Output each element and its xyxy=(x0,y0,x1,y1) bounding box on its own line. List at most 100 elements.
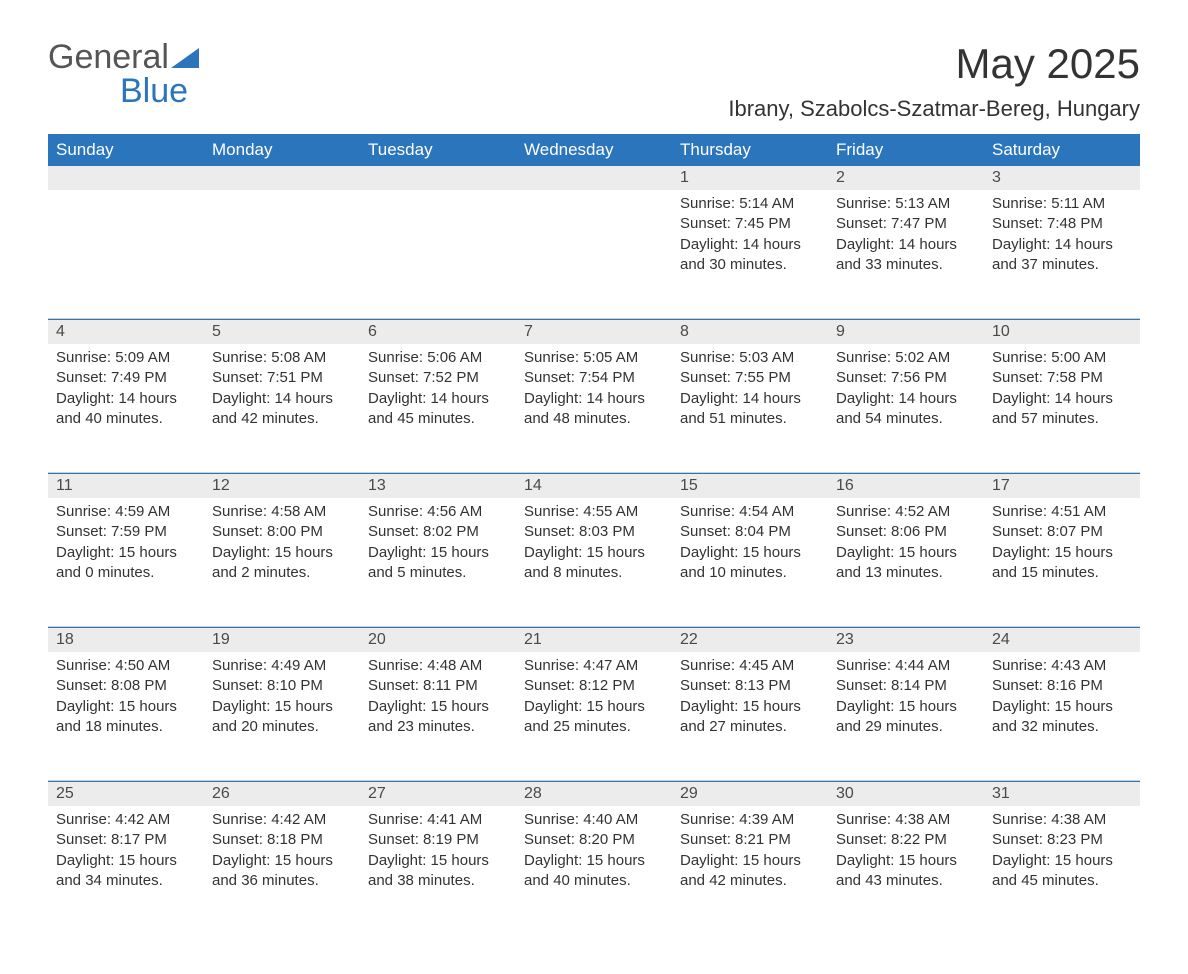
day-daylight1: Daylight: 14 hours xyxy=(680,235,820,255)
day-daylight1: Daylight: 14 hours xyxy=(212,389,352,409)
day-sunrise: Sunrise: 4:54 AM xyxy=(680,502,820,522)
day-content: Sunrise: 5:09 AMSunset: 7:49 PMDaylight:… xyxy=(48,344,204,439)
day-daylight2: and 51 minutes. xyxy=(680,409,820,429)
day-sunset: Sunset: 7:48 PM xyxy=(992,214,1132,234)
calendar-table: Sunday Monday Tuesday Wednesday Thursday… xyxy=(48,134,1140,934)
brand-part2: Blue xyxy=(120,72,188,110)
day-content-cell: Sunrise: 5:05 AMSunset: 7:54 PMDaylight:… xyxy=(516,344,672,473)
calendar-header-row: Sunday Monday Tuesday Wednesday Thursday… xyxy=(48,134,1140,166)
day-daylight2: and 48 minutes. xyxy=(524,409,664,429)
day-content-cell: Sunrise: 5:03 AMSunset: 7:55 PMDaylight:… xyxy=(672,344,828,473)
day-sunrise: Sunrise: 4:58 AM xyxy=(212,502,352,522)
day-sunset: Sunset: 7:49 PM xyxy=(56,368,196,388)
day-content-cell: Sunrise: 4:43 AMSunset: 8:16 PMDaylight:… xyxy=(984,652,1140,781)
day-content: Sunrise: 5:03 AMSunset: 7:55 PMDaylight:… xyxy=(672,344,828,439)
day-content xyxy=(516,190,672,204)
day-sunset: Sunset: 8:11 PM xyxy=(368,676,508,696)
day-sunset: Sunset: 8:08 PM xyxy=(56,676,196,696)
day-daylight1: Daylight: 14 hours xyxy=(524,389,664,409)
col-wednesday: Wednesday xyxy=(516,134,672,166)
day-content: Sunrise: 4:44 AMSunset: 8:14 PMDaylight:… xyxy=(828,652,984,747)
day-daylight1: Daylight: 14 hours xyxy=(368,389,508,409)
day-daylight1: Daylight: 14 hours xyxy=(56,389,196,409)
col-thursday: Thursday xyxy=(672,134,828,166)
day-number-cell: 3 xyxy=(984,166,1140,190)
day-number: 25 xyxy=(48,782,204,806)
day-sunset: Sunset: 8:12 PM xyxy=(524,676,664,696)
day-content: Sunrise: 4:45 AMSunset: 8:13 PMDaylight:… xyxy=(672,652,828,747)
day-daylight1: Daylight: 14 hours xyxy=(836,389,976,409)
day-daylight1: Daylight: 15 hours xyxy=(212,697,352,717)
day-sunrise: Sunrise: 4:38 AM xyxy=(992,810,1132,830)
day-number: 27 xyxy=(360,782,516,806)
day-content: Sunrise: 4:41 AMSunset: 8:19 PMDaylight:… xyxy=(360,806,516,901)
day-daylight1: Daylight: 14 hours xyxy=(992,389,1132,409)
day-number: 10 xyxy=(984,320,1140,344)
day-number-cell: 17 xyxy=(984,474,1140,499)
day-number: 22 xyxy=(672,628,828,652)
day-content: Sunrise: 4:48 AMSunset: 8:11 PMDaylight:… xyxy=(360,652,516,747)
day-sunset: Sunset: 8:13 PM xyxy=(680,676,820,696)
day-number: 3 xyxy=(984,166,1140,190)
brand-part1: General xyxy=(48,38,169,76)
day-number: 5 xyxy=(204,320,360,344)
day-sunrise: Sunrise: 4:44 AM xyxy=(836,656,976,676)
day-daylight2: and 25 minutes. xyxy=(524,717,664,737)
day-sunrise: Sunrise: 4:43 AM xyxy=(992,656,1132,676)
day-sunrise: Sunrise: 5:00 AM xyxy=(992,348,1132,368)
day-sunrise: Sunrise: 5:09 AM xyxy=(56,348,196,368)
day-number-cell: 16 xyxy=(828,474,984,499)
day-sunset: Sunset: 8:00 PM xyxy=(212,522,352,542)
day-daylight1: Daylight: 15 hours xyxy=(368,851,508,871)
day-sunset: Sunset: 7:51 PM xyxy=(212,368,352,388)
day-content-cell xyxy=(516,190,672,319)
day-content-cell: Sunrise: 4:39 AMSunset: 8:21 PMDaylight:… xyxy=(672,806,828,934)
day-daylight2: and 27 minutes. xyxy=(680,717,820,737)
day-sunrise: Sunrise: 4:42 AM xyxy=(56,810,196,830)
day-number: 4 xyxy=(48,320,204,344)
day-daylight2: and 29 minutes. xyxy=(836,717,976,737)
day-sunrise: Sunrise: 4:56 AM xyxy=(368,502,508,522)
day-content-cell: Sunrise: 4:44 AMSunset: 8:14 PMDaylight:… xyxy=(828,652,984,781)
day-daylight1: Daylight: 14 hours xyxy=(680,389,820,409)
day-daylight1: Daylight: 14 hours xyxy=(836,235,976,255)
day-number-cell: 23 xyxy=(828,628,984,653)
day-sunset: Sunset: 7:55 PM xyxy=(680,368,820,388)
day-daylight2: and 0 minutes. xyxy=(56,563,196,583)
day-number: 11 xyxy=(48,474,204,498)
day-number-cell: 29 xyxy=(672,782,828,807)
day-content: Sunrise: 4:49 AMSunset: 8:10 PMDaylight:… xyxy=(204,652,360,747)
day-daylight2: and 5 minutes. xyxy=(368,563,508,583)
day-daylight2: and 37 minutes. xyxy=(992,255,1132,275)
day-content-cell: Sunrise: 4:56 AMSunset: 8:02 PMDaylight:… xyxy=(360,498,516,627)
week-daynum-row: 11121314151617 xyxy=(48,474,1140,499)
day-content-cell: Sunrise: 4:45 AMSunset: 8:13 PMDaylight:… xyxy=(672,652,828,781)
day-sunrise: Sunrise: 5:11 AM xyxy=(992,194,1132,214)
day-content: Sunrise: 4:50 AMSunset: 8:08 PMDaylight:… xyxy=(48,652,204,747)
day-sunset: Sunset: 8:17 PM xyxy=(56,830,196,850)
day-number: 24 xyxy=(984,628,1140,652)
day-daylight2: and 42 minutes. xyxy=(680,871,820,891)
day-number-cell: 6 xyxy=(360,320,516,345)
day-number: 26 xyxy=(204,782,360,806)
day-daylight2: and 33 minutes. xyxy=(836,255,976,275)
day-content-cell: Sunrise: 4:58 AMSunset: 8:00 PMDaylight:… xyxy=(204,498,360,627)
day-content-cell: Sunrise: 4:55 AMSunset: 8:03 PMDaylight:… xyxy=(516,498,672,627)
day-content: Sunrise: 4:38 AMSunset: 8:23 PMDaylight:… xyxy=(984,806,1140,901)
day-daylight2: and 30 minutes. xyxy=(680,255,820,275)
calendar-body: 123Sunrise: 5:14 AMSunset: 7:45 PMDaylig… xyxy=(48,166,1140,934)
week-daynum-row: 25262728293031 xyxy=(48,782,1140,807)
day-daylight2: and 43 minutes. xyxy=(836,871,976,891)
day-sunrise: Sunrise: 4:55 AM xyxy=(524,502,664,522)
day-sunset: Sunset: 8:21 PM xyxy=(680,830,820,850)
day-sunset: Sunset: 7:45 PM xyxy=(680,214,820,234)
day-number: 13 xyxy=(360,474,516,498)
day-number-cell: 10 xyxy=(984,320,1140,345)
day-number: 12 xyxy=(204,474,360,498)
day-daylight2: and 42 minutes. xyxy=(212,409,352,429)
day-daylight2: and 8 minutes. xyxy=(524,563,664,583)
day-sunset: Sunset: 8:07 PM xyxy=(992,522,1132,542)
week-content-row: Sunrise: 5:09 AMSunset: 7:49 PMDaylight:… xyxy=(48,344,1140,473)
day-number-cell: 5 xyxy=(204,320,360,345)
day-sunrise: Sunrise: 4:45 AM xyxy=(680,656,820,676)
